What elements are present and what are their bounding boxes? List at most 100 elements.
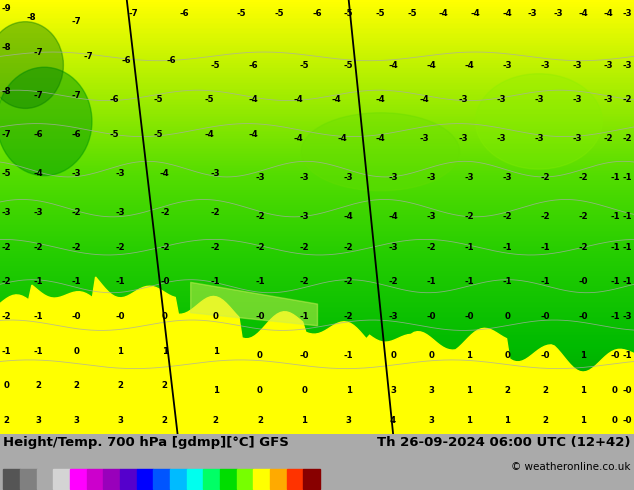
Text: -0: -0: [611, 351, 619, 360]
Text: -3: -3: [502, 61, 512, 70]
Text: 2: 2: [162, 381, 168, 391]
Text: -3: -3: [33, 208, 43, 217]
Text: -3: -3: [388, 312, 398, 321]
Text: -0: -0: [465, 312, 474, 321]
Text: -5: -5: [408, 8, 417, 18]
Text: -7: -7: [128, 8, 138, 18]
Bar: [120, 469, 137, 489]
Text: -5: -5: [300, 61, 309, 70]
Text: -2: -2: [388, 277, 398, 286]
Text: 0: 0: [212, 312, 219, 321]
Text: -2: -2: [426, 243, 436, 252]
Text: -4: -4: [331, 95, 341, 104]
Text: -5: -5: [344, 61, 353, 70]
Text: 0: 0: [428, 351, 434, 360]
Text: -2: -2: [160, 208, 170, 217]
Text: 2: 2: [542, 386, 548, 395]
Text: -6: -6: [166, 56, 176, 65]
Text: -0: -0: [427, 312, 436, 321]
Text: -3: -3: [458, 95, 468, 104]
Text: 1: 1: [301, 416, 307, 425]
Text: 3: 3: [428, 416, 434, 425]
Text: -6: -6: [312, 8, 322, 18]
Text: -3: -3: [534, 134, 544, 143]
Text: -3: -3: [388, 173, 398, 182]
Text: -0: -0: [579, 312, 588, 321]
Text: -2: -2: [540, 173, 550, 182]
Text: -4: -4: [204, 130, 214, 139]
Text: -1: -1: [344, 351, 354, 360]
Text: -2: -2: [299, 243, 309, 252]
Text: 0: 0: [301, 386, 307, 395]
Text: -1: -1: [1, 347, 11, 356]
Text: 1: 1: [212, 347, 219, 356]
Bar: [186, 469, 204, 489]
Ellipse shape: [301, 113, 460, 191]
Text: 2: 2: [162, 416, 168, 425]
Text: -5: -5: [376, 8, 385, 18]
Text: -5: -5: [205, 95, 214, 104]
Text: -4: -4: [375, 134, 385, 143]
Ellipse shape: [476, 74, 602, 169]
Bar: [254, 469, 270, 489]
Text: -2: -2: [255, 243, 265, 252]
Text: -5: -5: [275, 8, 283, 18]
Text: 2: 2: [73, 381, 79, 391]
Text: -2: -2: [33, 243, 43, 252]
Text: -1: -1: [623, 277, 633, 286]
Bar: [70, 469, 87, 489]
Text: -1: -1: [33, 312, 43, 321]
Text: 2: 2: [117, 381, 124, 391]
Text: -1: -1: [71, 277, 81, 286]
Text: -5: -5: [211, 61, 220, 70]
Text: -7: -7: [1, 130, 11, 139]
Text: -4: -4: [604, 8, 614, 18]
Text: 2: 2: [212, 416, 219, 425]
Text: -2: -2: [578, 212, 588, 221]
Text: -4: -4: [464, 61, 474, 70]
Text: -2: -2: [344, 277, 354, 286]
Text: -3: -3: [623, 8, 633, 18]
Ellipse shape: [0, 22, 63, 108]
Text: -1: -1: [464, 277, 474, 286]
Text: -3: -3: [426, 173, 436, 182]
Text: -1: -1: [610, 212, 620, 221]
Text: -2: -2: [1, 312, 11, 321]
Text: -0: -0: [541, 351, 550, 360]
Text: -2: -2: [1, 277, 11, 286]
Text: -7: -7: [84, 52, 94, 61]
Text: 3: 3: [117, 416, 124, 425]
Text: -6: -6: [179, 8, 189, 18]
Text: -4: -4: [388, 61, 398, 70]
Text: 1: 1: [466, 351, 472, 360]
Text: -3: -3: [344, 173, 354, 182]
Text: -4: -4: [502, 8, 512, 18]
Text: -2: -2: [344, 243, 354, 252]
Text: 1: 1: [504, 416, 510, 425]
Text: -3: -3: [496, 134, 506, 143]
Text: -2: -2: [604, 134, 614, 143]
Text: -2: -2: [623, 134, 633, 143]
Text: -6: -6: [33, 130, 43, 139]
Text: 3: 3: [390, 386, 396, 395]
Text: -3: -3: [623, 61, 633, 70]
Text: 1: 1: [466, 386, 472, 395]
Text: -1: -1: [610, 243, 620, 252]
Bar: [87, 469, 103, 489]
Text: -3: -3: [527, 8, 538, 18]
Text: -1: -1: [610, 312, 620, 321]
Text: -1: -1: [426, 277, 436, 286]
Ellipse shape: [0, 67, 92, 175]
Text: -1: -1: [502, 243, 512, 252]
Bar: [3, 469, 20, 489]
Text: -0: -0: [116, 312, 125, 321]
Text: 3: 3: [35, 416, 41, 425]
Text: -1: -1: [623, 173, 633, 182]
Text: -1: -1: [540, 243, 550, 252]
Text: -1: -1: [299, 312, 309, 321]
Text: -3: -3: [553, 8, 563, 18]
Text: -4: -4: [388, 212, 398, 221]
Text: -2: -2: [299, 277, 309, 286]
Text: -2: -2: [1, 243, 11, 252]
Text: -8: -8: [27, 13, 37, 22]
